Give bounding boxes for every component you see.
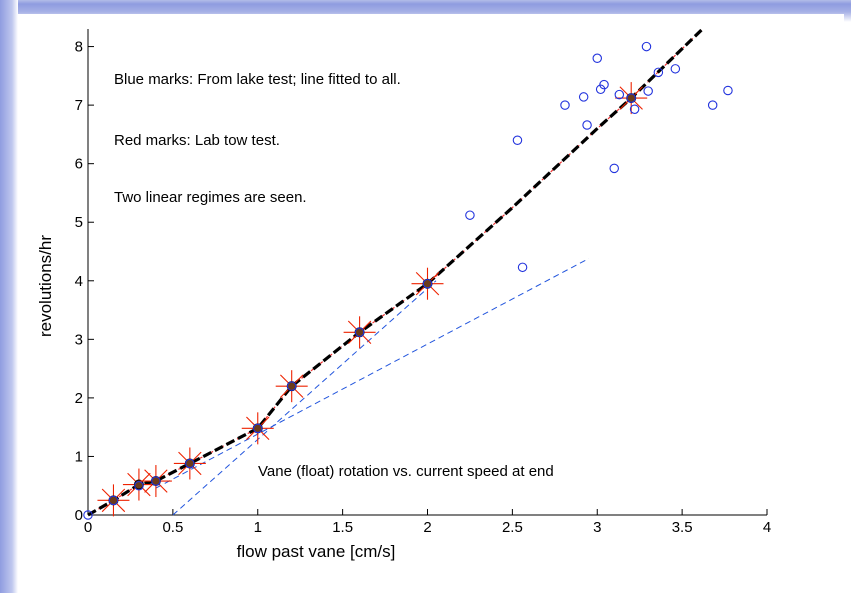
lake-test-point bbox=[465, 210, 475, 220]
lab-tow-star bbox=[139, 465, 172, 498]
lake-test-point bbox=[354, 327, 365, 338]
regime-line-2 bbox=[172, 280, 437, 516]
fit-lines bbox=[87, 27, 704, 517]
lake-test-point bbox=[560, 100, 570, 110]
lake-test-point bbox=[582, 120, 592, 130]
lake-test-point bbox=[578, 92, 589, 102]
y-axis-title: revolutions/hr bbox=[36, 235, 55, 337]
fitted-line-red-overlay bbox=[87, 28, 703, 516]
lake-test-point bbox=[626, 93, 636, 103]
regime-line-1 bbox=[155, 258, 590, 489]
annotation-two-regimes: Two linear regimes are seen. bbox=[114, 189, 307, 206]
lake-test-point bbox=[83, 510, 93, 520]
lake-test-point bbox=[595, 84, 606, 95]
y-tick-label: 2 bbox=[75, 390, 83, 407]
x-tick-label: 4 bbox=[763, 519, 771, 536]
x-tick-label: 0.5 bbox=[162, 519, 183, 536]
lake-test-point bbox=[609, 163, 619, 174]
figure-panel: 0 0.5 1 1.5 2 2.5 3 3.5 4 0 1 2 3 4 5 6 7 8 flow past van… bbox=[18, 14, 844, 586]
lake-test-point bbox=[653, 67, 664, 78]
lake-test-point bbox=[643, 86, 653, 96]
lake-test-point bbox=[253, 423, 263, 434]
lake-test-point bbox=[641, 41, 652, 52]
x-tick-label: 2.5 bbox=[502, 519, 523, 536]
x-axis-title: flow past vane [cm/s] bbox=[237, 542, 396, 561]
lake-test-point bbox=[629, 104, 640, 114]
lab-tow-star bbox=[122, 468, 155, 501]
y-tick-label: 8 bbox=[75, 39, 83, 56]
y-tick-label: 0 bbox=[75, 507, 83, 524]
data-marks bbox=[83, 41, 733, 520]
lab-tow-star bbox=[275, 370, 308, 403]
lake-test-point bbox=[723, 85, 733, 96]
y-tick-label: 7 bbox=[75, 97, 83, 114]
y-tick-label: 3 bbox=[75, 331, 83, 348]
lake-test-point bbox=[108, 495, 119, 506]
lake-test-point bbox=[286, 381, 297, 391]
lab-tow-star bbox=[173, 447, 206, 480]
lake-test-point bbox=[517, 262, 528, 273]
lake-test-point bbox=[512, 135, 523, 146]
x-tick-label: 0 bbox=[84, 519, 92, 536]
lake-test-point bbox=[707, 100, 718, 110]
lab-tow-star bbox=[343, 316, 376, 349]
x-tick-label: 3 bbox=[593, 519, 601, 536]
ticks: 0 0.5 1 1.5 2 2.5 3 3.5 4 0 1 2 3 4 5 6 7 8 bbox=[75, 39, 772, 536]
lake-test-point bbox=[592, 53, 602, 64]
lake-test-point bbox=[670, 64, 681, 74]
y-tick-label: 1 bbox=[75, 448, 83, 465]
lab-tow-star bbox=[615, 82, 648, 115]
fitted-line bbox=[87, 27, 704, 517]
y-tick-label: 5 bbox=[75, 214, 83, 231]
annotation-blue-marks: Blue marks: From lake test; line fitted … bbox=[114, 71, 401, 88]
lake-test-point bbox=[599, 79, 609, 90]
lake-test-point bbox=[422, 278, 433, 289]
x-tick-label: 2 bbox=[423, 519, 431, 536]
lake-test-point bbox=[134, 480, 144, 491]
lake-test-point bbox=[185, 458, 195, 469]
x-tick-label: 3.5 bbox=[672, 519, 693, 536]
revolutions-vs-flow-chart: 0 0.5 1 1.5 2 2.5 3 3.5 4 0 1 2 3 4 5 6 7 8 flow past van… bbox=[36, 27, 772, 561]
annotation-red-marks: Red marks: Lab tow test. bbox=[114, 132, 280, 149]
lab-tow-star bbox=[97, 484, 130, 517]
lab-tow-star bbox=[241, 412, 274, 445]
y-tick-label: 6 bbox=[75, 156, 83, 173]
lake-test-point bbox=[151, 476, 161, 486]
lab-tow-star bbox=[411, 267, 444, 300]
annotation-chart-caption: Vane (float) rotation vs. current speed … bbox=[258, 463, 554, 480]
y-tick-label: 4 bbox=[75, 273, 83, 290]
x-tick-label: 1.5 bbox=[332, 519, 353, 536]
lake-test-point bbox=[614, 89, 625, 100]
slide-frame-left bbox=[0, 0, 18, 593]
x-tick-label: 1 bbox=[254, 519, 262, 536]
